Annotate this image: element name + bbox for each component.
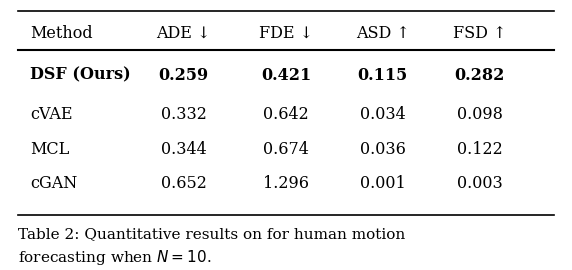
Text: cVAE: cVAE: [30, 106, 72, 123]
Text: 0.098: 0.098: [456, 106, 502, 123]
Text: 0.642: 0.642: [263, 106, 309, 123]
Text: 0.115: 0.115: [358, 67, 408, 84]
Text: 0.344: 0.344: [161, 141, 206, 158]
Text: Table 2: Quantitative results on for human motion: Table 2: Quantitative results on for hum…: [18, 227, 406, 241]
Text: FSD ↑: FSD ↑: [453, 25, 506, 42]
Text: 0.332: 0.332: [161, 106, 206, 123]
Text: cGAN: cGAN: [30, 175, 77, 192]
Text: 0.674: 0.674: [263, 141, 309, 158]
Text: Method: Method: [30, 25, 93, 42]
Text: 0.003: 0.003: [456, 175, 502, 192]
Text: 0.652: 0.652: [161, 175, 206, 192]
Text: ADE ↓: ADE ↓: [156, 25, 210, 42]
Text: ASD ↑: ASD ↑: [356, 25, 410, 42]
Text: forecasting when $N = 10$.: forecasting when $N = 10$.: [18, 248, 212, 267]
Text: MCL: MCL: [30, 141, 69, 158]
Text: DSF (Ours): DSF (Ours): [30, 67, 130, 84]
Text: 0.421: 0.421: [261, 67, 311, 84]
Text: 0.259: 0.259: [158, 67, 209, 84]
Text: FDE ↓: FDE ↓: [259, 25, 313, 42]
Text: 0.122: 0.122: [456, 141, 502, 158]
Text: 0.001: 0.001: [360, 175, 406, 192]
Text: 1.296: 1.296: [263, 175, 309, 192]
Text: 0.282: 0.282: [454, 67, 505, 84]
Text: 0.036: 0.036: [360, 141, 406, 158]
Text: 0.034: 0.034: [360, 106, 406, 123]
